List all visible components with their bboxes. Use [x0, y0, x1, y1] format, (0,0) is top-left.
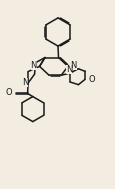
Text: O: O: [88, 75, 95, 84]
Text: N: N: [70, 61, 76, 70]
Text: N: N: [65, 65, 72, 74]
Text: O: O: [6, 88, 12, 98]
Text: N: N: [30, 61, 37, 70]
Text: N: N: [22, 78, 28, 87]
